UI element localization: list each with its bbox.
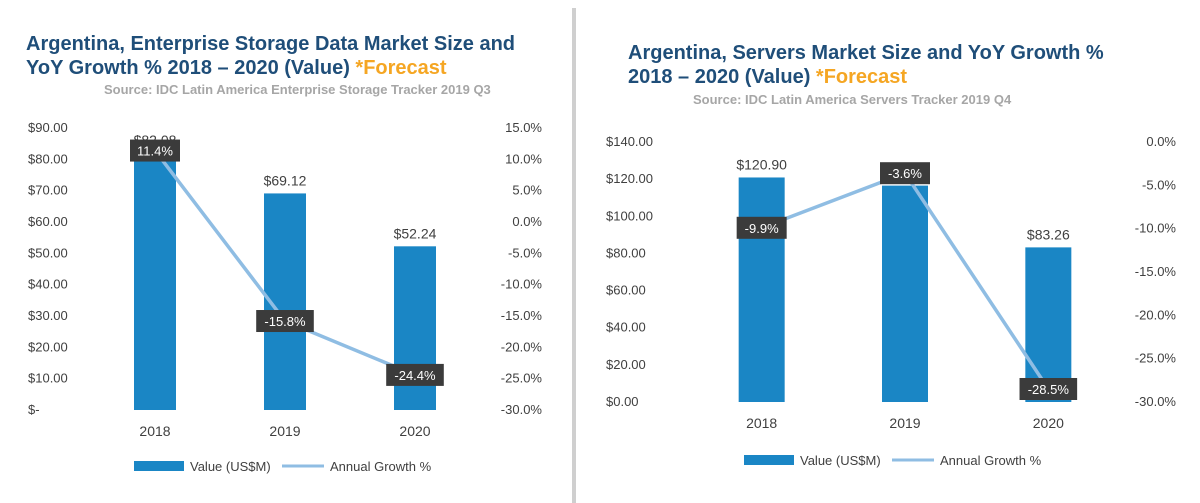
left-category-label: 2019 <box>269 423 300 439</box>
left-category-label: 2018 <box>139 423 170 439</box>
left-growth-label: -15.8% <box>264 314 306 329</box>
left-chart-source: Source: IDC Latin America Enterprise Sto… <box>104 82 491 97</box>
left-y-tick: $20.00 <box>28 339 68 354</box>
right-title-line1: Argentina, Servers Market Size and YoY G… <box>628 42 1104 64</box>
left-bar-2018 <box>134 152 176 411</box>
left-y2-tick: 0.0% <box>512 214 542 229</box>
left-title-line2: YoY Growth % 2018 – 2020 (Value) <box>26 57 350 79</box>
right-y-tick: $20.00 <box>606 357 646 372</box>
left-growth-label: 11.4% <box>137 144 173 159</box>
right-y2-tick: -5.0% <box>1142 177 1176 192</box>
left-y2-tick: -5.0% <box>508 245 542 260</box>
left-y-tick: $70.00 <box>28 183 68 198</box>
left-legend-line-label: Annual Growth % <box>330 459 432 474</box>
right-y2-tick: 0.0% <box>1146 134 1176 149</box>
panel-divider <box>572 8 576 503</box>
left-growth-label-box <box>130 139 180 162</box>
right-bar-value-label: $83.26 <box>1027 226 1070 242</box>
right-growth-label-box <box>736 216 787 239</box>
right-bar-value-label: $120.90 <box>736 156 787 172</box>
left-title-line1: Argentina, Enterprise Storage Data Marke… <box>26 33 516 55</box>
right-growth-label-box <box>1019 378 1078 400</box>
right-category-label: 2018 <box>746 415 777 431</box>
right-bar-2019 <box>882 185 928 402</box>
right-y2-tick: -15.0% <box>1135 264 1177 279</box>
right-chart-svg: $0.00 $20.00 $40.00 $60.00 $80.00 $100.00 $120… <box>606 134 1177 468</box>
left-y-tick: $50.00 <box>28 245 68 260</box>
right-forecast-note: *Forecast <box>815 66 908 88</box>
right-growth-label: -28.5% <box>1028 382 1070 397</box>
right-bar-2020 <box>1025 247 1072 402</box>
left-y-tick: $60.00 <box>28 214 68 229</box>
left-y2-tick: -30.0% <box>501 402 543 417</box>
left-y2-tick: -15.0% <box>501 308 543 323</box>
right-y2-tick: -10.0% <box>1135 221 1177 236</box>
right-legend-line-label: Annual Growth % <box>940 453 1042 468</box>
right-y2-tick: -30.0% <box>1135 394 1177 409</box>
left-forecast-note: *Forecast <box>355 57 447 79</box>
right-y-tick: $40.00 <box>606 320 646 335</box>
left-y-tick: $- <box>28 402 40 417</box>
left-y-tick: $80.00 <box>28 151 68 166</box>
right-growth-label: -3.6% <box>888 166 922 181</box>
left-bar-value-label: $52.24 <box>394 225 437 241</box>
left-growth-label-box <box>256 310 314 333</box>
right-category-label: 2019 <box>889 415 920 431</box>
right-chart-title: Argentina, Servers Market Size and YoY G… <box>628 41 1188 89</box>
right-y-tick: $120.00 <box>606 171 653 186</box>
left-chart-panel: Argentina, Enterprise Storage Data Marke… <box>0 0 560 503</box>
right-growth-label: -9.9% <box>745 221 779 236</box>
left-y-tick: $10.00 <box>28 371 68 386</box>
left-y-tick: $90.00 <box>28 120 68 135</box>
right-chart-panel: Argentina, Servers Market Size and YoY G… <box>580 0 1200 503</box>
right-category-label: 2020 <box>1033 415 1064 431</box>
left-legend-bar-swatch <box>134 461 184 471</box>
left-y2-tick: 10.0% <box>505 151 542 166</box>
left-y2-tick: -20.0% <box>501 339 543 354</box>
left-chart-title: Argentina, Enterprise Storage Data Marke… <box>26 32 556 80</box>
left-y2-tick: -10.0% <box>501 277 543 292</box>
left-legend-bar-label: Value (US$M) <box>190 459 271 474</box>
right-legend-bar-label: Value (US$M) <box>800 453 881 468</box>
right-bar-2018 <box>738 177 785 402</box>
left-y2-tick: 15.0% <box>505 120 542 135</box>
left-bar-value-label: $69.12 <box>264 172 307 188</box>
right-y2-tick: -20.0% <box>1135 307 1177 322</box>
left-y2-tick: 5.0% <box>512 183 542 198</box>
left-growth-label: -24.4% <box>394 368 436 383</box>
left-y-tick: $30.00 <box>28 308 68 323</box>
left-growth-label-box <box>386 363 444 386</box>
right-y-tick: $100.00 <box>606 208 653 223</box>
right-y-tick: $60.00 <box>606 283 646 298</box>
left-category-label: 2020 <box>399 423 430 439</box>
right-legend-bar-swatch <box>744 455 794 465</box>
right-y-tick: $0.00 <box>606 394 639 409</box>
left-y-tick: $40.00 <box>28 277 68 292</box>
right-growth-label-box <box>880 162 930 185</box>
right-y2-tick: -25.0% <box>1135 351 1177 366</box>
right-chart-source: Source: IDC Latin America Servers Tracke… <box>693 92 1012 107</box>
left-chart-svg: $- $10.00 $20.00 $30.00 $40.00 $50.00 $60.00 $7… <box>28 120 543 474</box>
right-y-tick: $140.00 <box>606 134 653 149</box>
right-title-line2: 2018 – 2020 (Value) <box>628 66 811 88</box>
left-y2-tick: -25.0% <box>501 371 543 386</box>
right-y-tick: $80.00 <box>606 245 646 260</box>
